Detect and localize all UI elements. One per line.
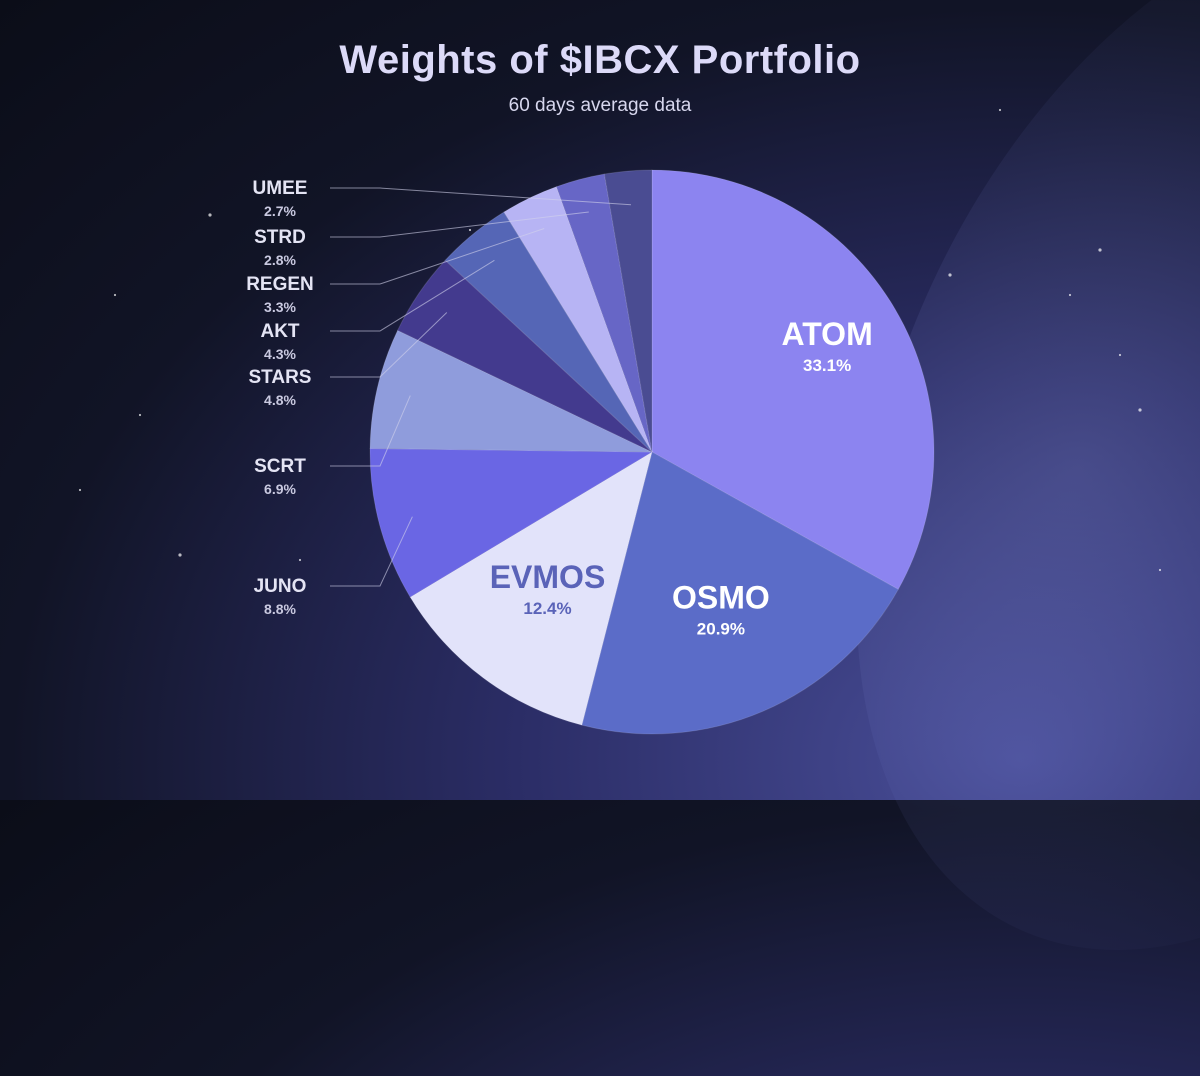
slice-label-evmos: EVMOS [490, 559, 606, 595]
label-leader-lines [330, 187, 632, 587]
slice-value-strd: 2.8% [264, 252, 296, 268]
slice-label-stars: STARS [249, 367, 312, 388]
star-dot [1118, 353, 1122, 357]
pie-slice-juno [369, 447, 654, 598]
slice-value-akt: 4.3% [264, 346, 296, 362]
slice-label-juno: JUNO [254, 576, 307, 597]
star-dot [138, 413, 142, 417]
pie-slice-evmos [409, 450, 653, 726]
slice-labels: ATOM 33.1% OSMO 20.9% EVMOS 12.4% JUNO 8.8% SCRT… [246, 178, 873, 639]
star-dot [78, 488, 82, 492]
background-stars [78, 108, 1162, 572]
chart-title: Weights of $IBCX Portfolio [339, 38, 861, 82]
slice-value-atom: 33.1% [803, 356, 851, 375]
star-dot [1158, 568, 1162, 572]
leader-line-juno [330, 516, 413, 587]
pie-slice-stars [396, 259, 653, 453]
leader-line-scrt [330, 395, 411, 467]
chart-subtitle: 60 days average data [508, 95, 692, 116]
pie-slice-scrt [369, 329, 653, 453]
leader-line-stars [330, 312, 448, 378]
slice-label-akt: AKT [260, 321, 299, 342]
slice-value-evmos: 12.4% [523, 599, 571, 618]
pie-slice-umee [603, 169, 653, 453]
slice-value-osmo: 20.9% [697, 620, 745, 639]
slice-value-regen: 3.3% [264, 299, 296, 315]
slice-label-regen: REGEN [246, 274, 314, 295]
pie-slice-akt [444, 211, 653, 453]
star-dot [1068, 293, 1072, 297]
leader-line-strd [330, 211, 589, 238]
slice-label-atom: ATOM [781, 316, 872, 352]
star-dot [948, 273, 952, 277]
slice-label-scrt: SCRT [254, 456, 306, 477]
star-dot [298, 558, 302, 562]
star-dot [1138, 408, 1142, 412]
star-dot [468, 228, 472, 232]
pie-slice-osmo [581, 451, 899, 735]
slice-value-stars: 4.8% [264, 392, 296, 408]
star-dot [208, 213, 212, 217]
leader-line-umee [330, 187, 632, 206]
pie-slice-atom [651, 169, 935, 591]
slice-value-juno: 8.8% [264, 601, 296, 617]
slice-value-umee: 2.7% [264, 203, 296, 219]
pie-chart: ATOM 33.1% OSMO 20.9% EVMOS 12.4% JUNO 8.8% SCRT… [78, 108, 1162, 735]
star-dot [113, 293, 117, 297]
pie-slice-strd [555, 173, 653, 453]
star-dot [1098, 248, 1102, 252]
pie-slices [369, 169, 935, 735]
slice-value-scrt: 6.9% [264, 481, 296, 497]
slice-label-strd: STRD [254, 227, 306, 248]
star-dot [998, 108, 1002, 112]
slice-label-umee: UMEE [253, 178, 308, 199]
leader-line-regen [330, 228, 545, 285]
star-dot [178, 553, 182, 557]
slice-label-osmo: OSMO [672, 580, 770, 616]
leader-line-akt [330, 259, 495, 332]
